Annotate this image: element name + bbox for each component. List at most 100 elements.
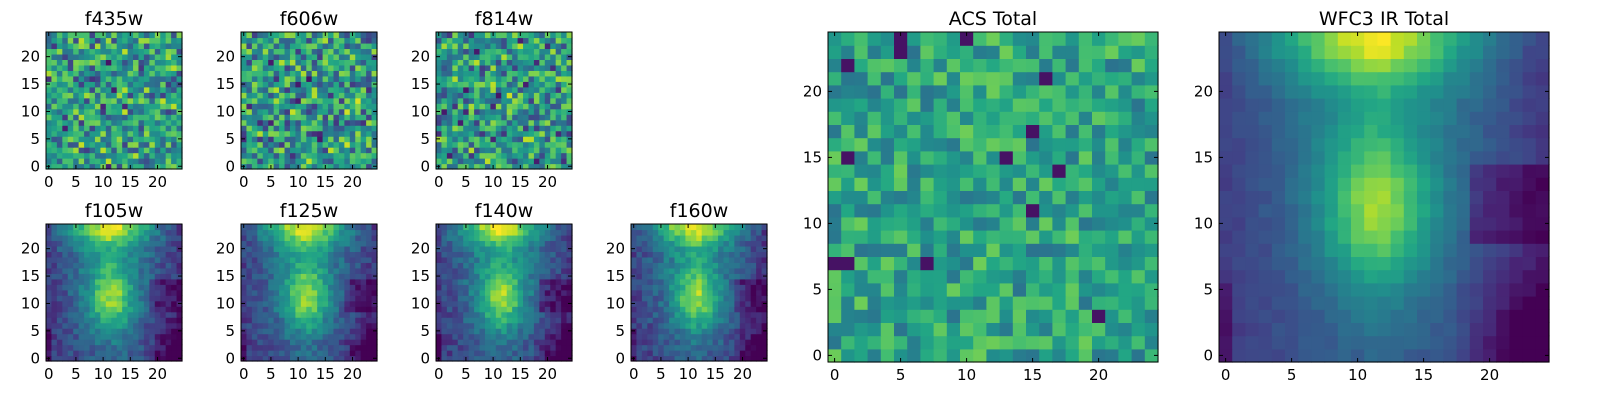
- heatmap-cell: [750, 289, 757, 296]
- heatmap-cell: [452, 75, 459, 82]
- x-tick-label: 0: [629, 365, 639, 383]
- heatmap-cell: [171, 48, 178, 55]
- heatmap-cell: [745, 350, 752, 357]
- heatmap-cell: [523, 59, 530, 66]
- heatmap-cell: [355, 152, 362, 159]
- heatmap-cell: [946, 348, 961, 363]
- heatmap-cell: [111, 355, 118, 362]
- heatmap-cell: [506, 158, 513, 165]
- heatmap-cell: [84, 59, 91, 66]
- heatmap-cell: [111, 289, 118, 296]
- heatmap-cell: [550, 344, 557, 351]
- heatmap-cell: [300, 75, 307, 82]
- heatmap-cell: [366, 158, 373, 165]
- heatmap-cell: [685, 295, 692, 302]
- heatmap-cell: [154, 311, 161, 318]
- heatmap-cell: [366, 295, 373, 302]
- heatmap-cell: [165, 81, 172, 88]
- heatmap-cell: [441, 289, 448, 296]
- heatmap-cell: [284, 278, 291, 285]
- heatmap-cell: [122, 130, 129, 137]
- heatmap-cell: [149, 229, 156, 236]
- heatmap-cell: [138, 64, 145, 71]
- heatmap-cell: [127, 103, 134, 110]
- heatmap-cell: [663, 245, 670, 252]
- heatmap-cell: [371, 141, 378, 148]
- heatmap-cell: [94, 322, 101, 329]
- heatmap-cell: [56, 32, 63, 39]
- heatmap-cell: [484, 344, 491, 351]
- heatmap-cell: [284, 245, 291, 252]
- heatmap-cell: [750, 229, 757, 236]
- heatmap-cell: [349, 158, 356, 165]
- heatmap-cell: [1026, 190, 1040, 205]
- heatmap-cell: [246, 284, 253, 291]
- heatmap-cell: [631, 322, 638, 329]
- heatmap-cell: [295, 136, 302, 143]
- heatmap-cell: [289, 289, 296, 296]
- heatmap-cell: [658, 322, 665, 329]
- heatmap-cell: [463, 300, 470, 307]
- heatmap-cell: [67, 350, 74, 357]
- heatmap-cell: [122, 295, 129, 302]
- heatmap-cell: [328, 328, 335, 335]
- heatmap-cell: [1131, 203, 1146, 218]
- heatmap-cell: [517, 300, 524, 307]
- heatmap-cell: [328, 229, 335, 236]
- heatmap-cell: [636, 256, 643, 263]
- heatmap-cell: [669, 339, 676, 346]
- heatmap-cell: [78, 92, 85, 99]
- heatmap-cell: [436, 158, 443, 165]
- heatmap-cell: [463, 130, 470, 137]
- heatmap-cell: [523, 42, 530, 50]
- heatmap-cell: [116, 224, 123, 231]
- heatmap-cell: [728, 224, 735, 231]
- heatmap-cell: [517, 339, 524, 346]
- heatmap-cell: [1118, 348, 1133, 363]
- heatmap-cell: [273, 108, 280, 115]
- heatmap-cell: [138, 300, 145, 307]
- heatmap-cell: [544, 141, 551, 148]
- heatmap-cell: [138, 344, 145, 351]
- heatmap-cell: [828, 216, 842, 231]
- heatmap-cell: [56, 136, 63, 143]
- heatmap-cell: [127, 125, 134, 132]
- heatmap-cell: [349, 344, 356, 351]
- heatmap-cell: [523, 262, 530, 269]
- heatmap-cell: [728, 278, 735, 285]
- heatmap-cell: [56, 300, 63, 307]
- heatmap-cell: [344, 158, 351, 165]
- heatmap-cell: [701, 267, 708, 274]
- heatmap-cell: [718, 333, 725, 340]
- heatmap-cell: [501, 32, 508, 39]
- heatmap-cell: [355, 86, 362, 93]
- heatmap-cell: [712, 245, 719, 252]
- heatmap-cell: [133, 333, 140, 340]
- heatmap-cell: [960, 322, 974, 337]
- heatmap-cell: [246, 350, 253, 357]
- heatmap-cell: [371, 262, 378, 269]
- heatmap-cell: [295, 273, 302, 280]
- heatmap-cell: [100, 70, 107, 77]
- heatmap-cell: [854, 282, 869, 297]
- heatmap-cell: [533, 355, 540, 362]
- heatmap-cell: [506, 141, 513, 148]
- heatmap-cell: [84, 245, 91, 252]
- heatmap-cell: [946, 269, 961, 284]
- heatmap-cell: [452, 339, 459, 346]
- heatmap-cell: [894, 348, 908, 363]
- heatmap-cell: [501, 267, 508, 274]
- heatmap-cell: [512, 300, 519, 307]
- heatmap-cell: [566, 158, 573, 165]
- heatmap-cell: [171, 141, 178, 148]
- heatmap-cell: [523, 300, 530, 307]
- heatmap-cell: [56, 125, 63, 132]
- heatmap-cell: [89, 273, 96, 280]
- heatmap-cell: [111, 333, 118, 340]
- heatmap-cell: [1131, 282, 1146, 297]
- heatmap-cell: [176, 125, 183, 132]
- heatmap-cell: [533, 114, 540, 121]
- heatmap-cell: [149, 328, 156, 335]
- heatmap-cell: [143, 158, 150, 165]
